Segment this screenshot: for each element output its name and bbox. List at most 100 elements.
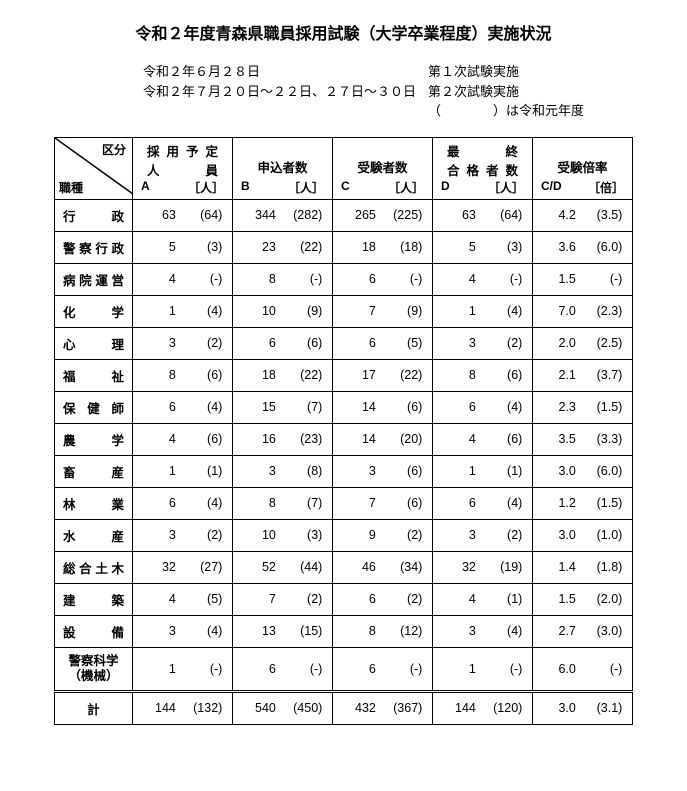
cell: 4(5) [133, 583, 233, 615]
header-sub: D［人］ [433, 179, 533, 200]
cell: 3(4) [133, 615, 233, 647]
cell: 144(132) [133, 691, 233, 724]
cell: 144(120) [433, 691, 533, 724]
cell: 1(-) [133, 647, 233, 691]
cell: 1.5(2.0) [533, 583, 633, 615]
cell: 4(-) [433, 263, 533, 295]
cell: 10(3) [233, 519, 333, 551]
cell: 3.6(6.0) [533, 231, 633, 263]
results-table: 区分 職種 採用予定人 員 申込者数 受験者数 最 終合格者数 受験倍率 A［人… [54, 137, 633, 725]
cell: 4.2(3.5) [533, 199, 633, 231]
cell: 23(22) [233, 231, 333, 263]
cell: 15(7) [233, 391, 333, 423]
cell: 6(4) [133, 391, 233, 423]
cell: 4(-) [133, 263, 233, 295]
table-row: 農 学4(6)16(23)14(20)4(6)3.5(3.3) [55, 423, 633, 455]
cell: 6(6) [233, 327, 333, 359]
date-line-1: 令和２年６月２８日 [143, 62, 416, 82]
cell: 46(34) [333, 551, 433, 583]
table-row: 建 築4(5)7(2)6(2)4(1)1.5(2.0) [55, 583, 633, 615]
row-name: 化 学 [55, 295, 133, 327]
header-col: 申込者数 [233, 137, 333, 179]
row-name: 農 学 [55, 423, 133, 455]
row-name: 福 祉 [55, 359, 133, 391]
cell: 7(6) [333, 487, 433, 519]
cell: 1.5(-) [533, 263, 633, 295]
header-kubun: 区分 職種 [55, 137, 133, 199]
table-row: 林 業6(4)8(7)7(6)6(4)1.2(1.5) [55, 487, 633, 519]
table-row: 保 健 師6(4)15(7)14(6)6(4)2.3(1.5) [55, 391, 633, 423]
row-name: 畜 産 [55, 455, 133, 487]
cell: 3(2) [133, 327, 233, 359]
cell: 3(2) [133, 519, 233, 551]
date-block: 令和２年６月２８日 令和２年７月２０日～２２日、２７日～３０日 第１次試験実施 … [20, 62, 667, 121]
cell: 7(2) [233, 583, 333, 615]
header-sub: C/D［倍］ [533, 179, 633, 200]
cell: 8(12) [333, 615, 433, 647]
cell: 1(-) [433, 647, 533, 691]
cell: 8(7) [233, 487, 333, 519]
row-name: 総合土木 [55, 551, 133, 583]
row-name: 設 備 [55, 615, 133, 647]
cell: 6(-) [333, 647, 433, 691]
cell: 7(9) [333, 295, 433, 327]
row-name: 建 築 [55, 583, 133, 615]
cell: 432(367) [333, 691, 433, 724]
cell: 3.0(6.0) [533, 455, 633, 487]
cell: 32(27) [133, 551, 233, 583]
cell: 3(6) [333, 455, 433, 487]
cell: 4(6) [133, 423, 233, 455]
header-col: 最 終合格者数 [433, 137, 533, 179]
header-sub: A［人］ [133, 179, 233, 200]
cell: 1(4) [133, 295, 233, 327]
cell: 9(2) [333, 519, 433, 551]
cell: 2.1(3.7) [533, 359, 633, 391]
table-row: 福 祉8(6)18(22)17(22)8(6)2.1(3.7) [55, 359, 633, 391]
cell: 14(6) [333, 391, 433, 423]
cell: 265(225) [333, 199, 433, 231]
row-name: 計 [55, 691, 133, 724]
row-name: 警察行政 [55, 231, 133, 263]
cell: 3.0(3.1) [533, 691, 633, 724]
note-line-3: （ ）は令和元年度 [428, 101, 584, 121]
cell: 3.5(3.3) [533, 423, 633, 455]
cell: 6(-) [233, 647, 333, 691]
table-row: 病院運営4(-)8(-)6(-)4(-)1.5(-) [55, 263, 633, 295]
header-col: 採用予定人 員 [133, 137, 233, 179]
cell: 63(64) [133, 199, 233, 231]
cell: 32(19) [433, 551, 533, 583]
cell: 344(282) [233, 199, 333, 231]
header-col: 受験者数 [333, 137, 433, 179]
cell: 5(3) [433, 231, 533, 263]
table-row: 警察科学（機械）1(-)6(-)6(-)1(-)6.0(-) [55, 647, 633, 691]
note-line-2: 第２次試験実施 [428, 82, 584, 102]
cell: 8(-) [233, 263, 333, 295]
cell: 13(15) [233, 615, 333, 647]
cell: 1.2(1.5) [533, 487, 633, 519]
cell: 4(6) [433, 423, 533, 455]
table-row: 畜 産1(1)3(8)3(6)1(1)3.0(6.0) [55, 455, 633, 487]
cell: 52(44) [233, 551, 333, 583]
cell: 6(4) [433, 391, 533, 423]
table-row: 総合土木32(27)52(44)46(34)32(19)1.4(1.8) [55, 551, 633, 583]
table-row: 行 政63(64)344(282)265(225)63(64)4.2(3.5) [55, 199, 633, 231]
row-name: 心 理 [55, 327, 133, 359]
table-row: 設 備3(4)13(15)8(12)3(4)2.7(3.0) [55, 615, 633, 647]
table-row: 水 産3(2)10(3)9(2)3(2)3.0(1.0) [55, 519, 633, 551]
row-name: 行 政 [55, 199, 133, 231]
cell: 2.0(2.5) [533, 327, 633, 359]
cell: 1.4(1.8) [533, 551, 633, 583]
row-name: 保 健 師 [55, 391, 133, 423]
cell: 540(450) [233, 691, 333, 724]
table-row: 心 理3(2)6(6)6(5)3(2)2.0(2.5) [55, 327, 633, 359]
cell: 6(-) [333, 263, 433, 295]
cell: 3(2) [433, 519, 533, 551]
cell: 6.0(-) [533, 647, 633, 691]
cell: 6(2) [333, 583, 433, 615]
header-sub: C［人］ [333, 179, 433, 200]
page-title: 令和２年度青森県職員採用試験（大学卒業程度）実施状況 [20, 20, 667, 44]
cell: 1(1) [433, 455, 533, 487]
cell: 3.0(1.0) [533, 519, 633, 551]
cell: 1(1) [133, 455, 233, 487]
cell: 3(8) [233, 455, 333, 487]
